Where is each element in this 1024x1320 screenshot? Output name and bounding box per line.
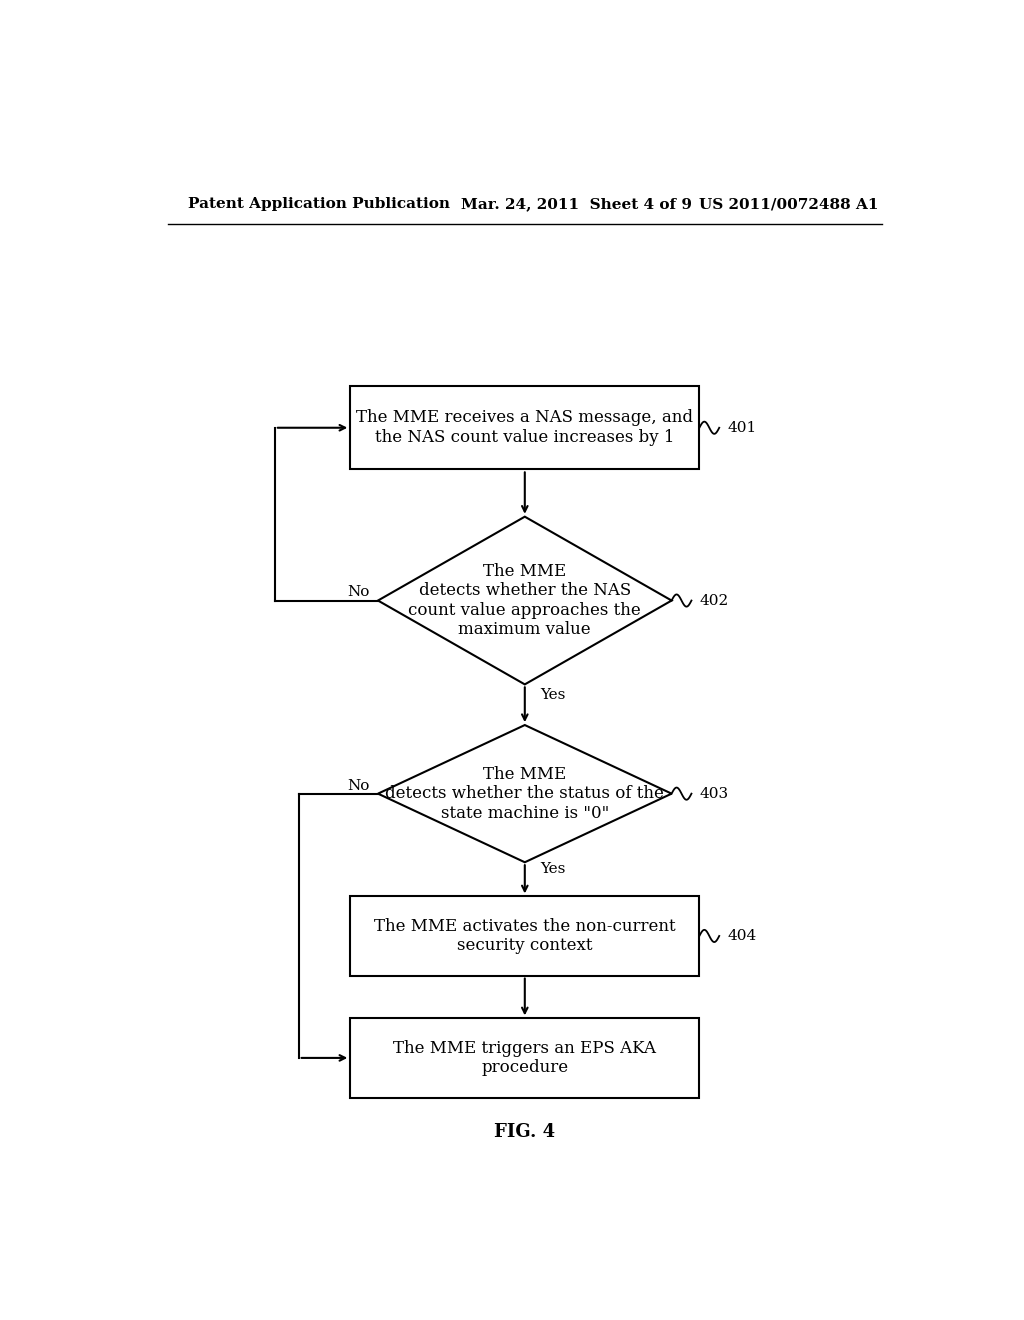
- Text: No: No: [348, 779, 370, 792]
- Text: 403: 403: [699, 787, 728, 801]
- Text: No: No: [348, 585, 370, 599]
- Text: Mar. 24, 2011  Sheet 4 of 9: Mar. 24, 2011 Sheet 4 of 9: [461, 197, 692, 211]
- Text: 402: 402: [699, 594, 729, 607]
- Text: The MME triggers an EPS AKA
procedure: The MME triggers an EPS AKA procedure: [393, 1040, 656, 1076]
- FancyBboxPatch shape: [350, 385, 699, 470]
- Text: Yes: Yes: [541, 862, 566, 876]
- Text: 404: 404: [727, 929, 757, 942]
- Text: Patent Application Publication: Patent Application Publication: [187, 197, 450, 211]
- FancyBboxPatch shape: [350, 1018, 699, 1097]
- Text: 401: 401: [727, 421, 757, 434]
- Polygon shape: [378, 516, 672, 684]
- Text: The MME receives a NAS message, and
the NAS count value increases by 1: The MME receives a NAS message, and the …: [356, 409, 693, 446]
- Polygon shape: [378, 725, 672, 862]
- Text: The MME
detects whether the status of the
state machine is "0": The MME detects whether the status of th…: [385, 766, 665, 822]
- Text: The MME
detects whether the NAS
count value approaches the
maximum value: The MME detects whether the NAS count va…: [409, 562, 641, 639]
- FancyBboxPatch shape: [350, 896, 699, 975]
- Text: The MME activates the non-current
security context: The MME activates the non-current securi…: [374, 917, 676, 954]
- Text: US 2011/0072488 A1: US 2011/0072488 A1: [699, 197, 879, 211]
- Text: Yes: Yes: [541, 688, 566, 701]
- Text: FIG. 4: FIG. 4: [495, 1123, 555, 1140]
